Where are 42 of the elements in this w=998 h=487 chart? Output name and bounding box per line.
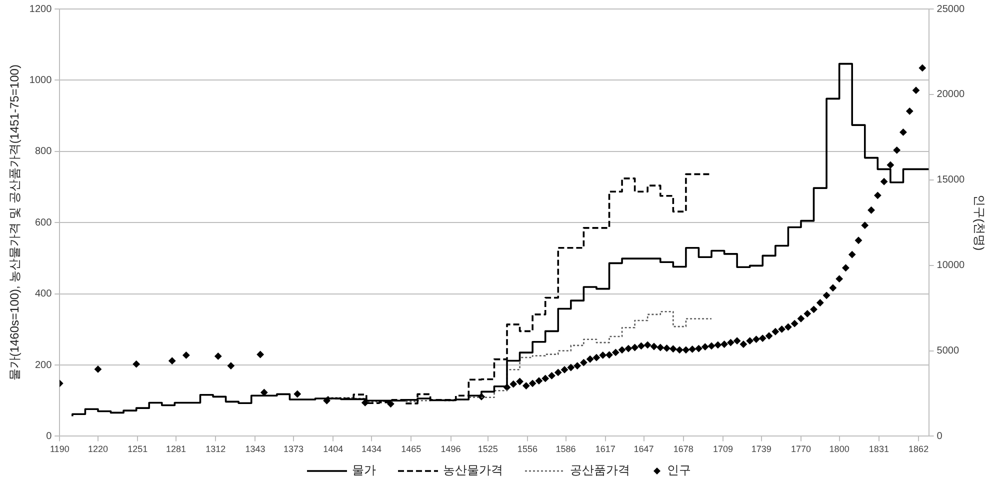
x-tick-label: 1343 [245,444,266,454]
legend-label: 인구 [667,462,691,479]
x-tick-label: 1647 [634,444,654,454]
y-tick-label: 800 [34,146,52,158]
y-tick-label: 1000 [29,74,52,86]
legend-label: 공산품가격 [570,462,630,479]
x-tick-label: 1739 [751,444,772,454]
x-tick-label: 1800 [829,444,850,454]
x-tick-label: 1251 [128,444,148,454]
y-axis-title: 물가(1460s=100), 농산물가격 및 공산품가격(1451-75=100) [8,64,22,381]
y-tick-label: 0 [46,430,52,442]
x-tick-label: 1281 [166,444,186,454]
x-tick-label: 1373 [284,444,304,454]
y-tick-label: 1200 [29,4,52,15]
x-tick-label: 1220 [88,444,108,454]
x-tick-label: 1312 [206,444,226,454]
x-tick-label: 1709 [712,444,734,454]
y2-tick-label: 10000 [936,260,966,272]
legend-label: 농산물가격 [443,462,503,479]
x-tick-label: 1831 [868,444,889,454]
y-tick-label: 600 [34,217,52,228]
x-tick-label: 1678 [673,444,694,454]
y2-tick-label: 15000 [936,174,966,186]
y2-tick-label: 25000 [936,4,966,15]
x-tick-label: 1496 [440,444,461,454]
y2-axis-title: 인구(천명) [972,194,986,251]
y2-tick-label: 5000 [936,346,960,357]
y2-tick-label: 20000 [936,89,966,100]
x-tick-label: 1862 [908,444,929,454]
x-tick-label: 1404 [323,444,344,454]
x-tick-label: 1617 [595,444,616,454]
x-tick-label: 1190 [50,444,70,454]
x-tick-label: 1525 [478,444,498,454]
x-tick-label: 1586 [556,444,576,454]
y-tick-label: 400 [34,288,52,300]
x-tick-label: 1556 [517,444,538,454]
x-tick-label: 1465 [401,444,422,454]
y2-tick-label: 0 [936,430,943,442]
legend-label: 물가 [352,462,376,479]
y-tick-label: 200 [34,360,52,371]
x-tick-label: 1770 [790,444,811,454]
x-tick-label: 1434 [362,444,382,454]
